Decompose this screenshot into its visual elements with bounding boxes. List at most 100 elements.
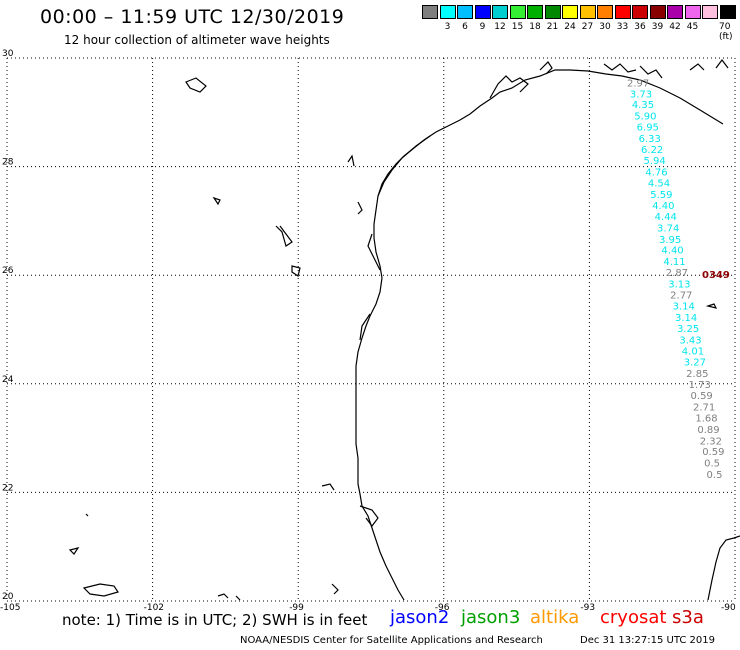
lat-tick-label: 28	[2, 158, 14, 168]
wave-height-label: 3.73	[630, 89, 652, 100]
legend-swatch	[632, 5, 648, 19]
satellite-name: jason2	[390, 607, 450, 628]
lake	[347, 154, 355, 167]
lat-tick-label: 26	[2, 266, 14, 276]
wave-height-label: 5.90	[634, 112, 656, 123]
lat-tick-label: 30	[2, 49, 14, 59]
wave-height-label: 4.11	[663, 257, 685, 268]
delta	[689, 63, 705, 71]
legend-label: 18	[529, 22, 541, 32]
legend-swatch	[439, 5, 456, 19]
satellite-name: jason3	[461, 607, 521, 628]
bay-lagunamadre	[359, 313, 371, 341]
wave-height-label: 2.87	[666, 268, 688, 279]
satellite-track: 2.973.734.355.906.956.336.225.944.764.54…	[627, 78, 724, 481]
generated-timestamp: Dec 31 13:27:15 UTC 2019	[580, 635, 715, 646]
legend-label: 12	[494, 22, 506, 32]
lat-tick-label: 20	[2, 592, 14, 602]
legend-label: 30	[599, 22, 611, 32]
wave-height-label: 3.14	[675, 313, 697, 324]
delta	[489, 75, 529, 99]
legend-swatch	[527, 5, 543, 19]
wave-height-label: 1.73	[689, 380, 711, 391]
wave-height-label: 5.94	[643, 156, 665, 167]
lake	[212, 196, 221, 206]
wave-height-label: 3.14	[673, 302, 695, 313]
island-cozumel	[705, 303, 718, 309]
legend-swatch	[509, 5, 526, 19]
legend-swatch	[614, 5, 631, 19]
wave-height-label: 3.43	[679, 335, 701, 346]
wave-height-label: 4.44	[655, 212, 677, 223]
legend-swatch	[492, 5, 508, 19]
wave-height-label: 2.97	[627, 78, 649, 89]
satellite-name: s3a	[672, 607, 704, 628]
legend-swatch	[684, 5, 701, 19]
lat-tick-label: 24	[2, 375, 14, 385]
wave-height-label: 3.27	[684, 358, 706, 369]
wave-height-label: 4.54	[648, 178, 670, 189]
legend-swatch	[649, 5, 666, 19]
lon-tick-label: -96	[435, 603, 450, 613]
legend-label: 15	[511, 22, 524, 32]
map-title: 00:00 – 11:59 UTC 12/30/2019	[40, 6, 345, 28]
legend-label: 27	[581, 22, 594, 32]
lon-tick-label: -90	[721, 603, 736, 613]
legend-swatch	[562, 5, 578, 19]
wave-height-label: 3.13	[668, 279, 690, 290]
barrier-island	[367, 233, 381, 271]
lat-lon-grid	[6, 57, 736, 602]
lon-tick-label: -99	[289, 603, 304, 613]
legend-label: 21	[546, 22, 559, 32]
wave-height-label: 2.85	[686, 369, 708, 380]
wave-height-label: 4.35	[632, 100, 654, 111]
lake	[291, 265, 301, 277]
wave-height-label: 3.95	[659, 235, 681, 246]
legend-unit: 70 (ft)	[719, 22, 733, 42]
lake	[331, 583, 339, 595]
legend-swatch	[474, 5, 491, 19]
legend-label: 9	[479, 22, 486, 32]
lake	[359, 505, 379, 527]
delta	[639, 65, 663, 79]
legend-swatch	[457, 5, 473, 19]
lake	[235, 595, 241, 601]
legend-swatch	[597, 5, 613, 19]
legend-label: 3	[444, 22, 451, 32]
satellite-name: altika	[530, 607, 580, 628]
wave-height-label: 0.5	[707, 470, 723, 481]
wave-height-label: 6.95	[637, 122, 659, 133]
legend-label: 24	[564, 22, 576, 32]
lon-tick-label: -102	[144, 603, 164, 613]
wave-height-label: 4.01	[682, 347, 704, 358]
delta	[539, 61, 553, 75]
legend-swatch	[667, 5, 683, 19]
barrier-island	[377, 135, 431, 197]
wave-height-label: 2.77	[670, 291, 692, 302]
delta	[715, 59, 729, 69]
satellite-name: cryosat	[600, 607, 667, 628]
lake	[357, 201, 363, 215]
legend-swatch	[579, 5, 596, 19]
lake	[185, 77, 207, 93]
map-subtitle: 12 hour collection of altimeter wave hei…	[64, 33, 330, 47]
lake	[82, 583, 119, 597]
coastline-yucatan	[707, 535, 740, 601]
lon-tick-label: -105	[0, 603, 20, 613]
lon-tick-label: -93	[580, 603, 595, 613]
legend-swatch	[719, 5, 736, 19]
legend-label: 6	[462, 22, 468, 32]
lake	[68, 547, 80, 555]
wave-height-label: 5.59	[650, 190, 672, 201]
legend-label: 36	[634, 22, 646, 32]
lake	[217, 593, 229, 599]
legend-label: 33	[616, 22, 629, 32]
wave-height-label: 0.89	[697, 425, 719, 436]
wave-height-label: 4.40	[652, 201, 674, 212]
wave-height-label: 0.59	[691, 391, 713, 402]
wave-height-label: 6.33	[639, 134, 661, 145]
legend-label: 42	[669, 22, 681, 32]
axis-ticks: 30 28 26 24 22 20-105 -102 -99 -96 -93 -90	[0, 49, 736, 613]
wave-height-label: 3.25	[677, 324, 699, 335]
legend-swatch	[702, 5, 718, 19]
